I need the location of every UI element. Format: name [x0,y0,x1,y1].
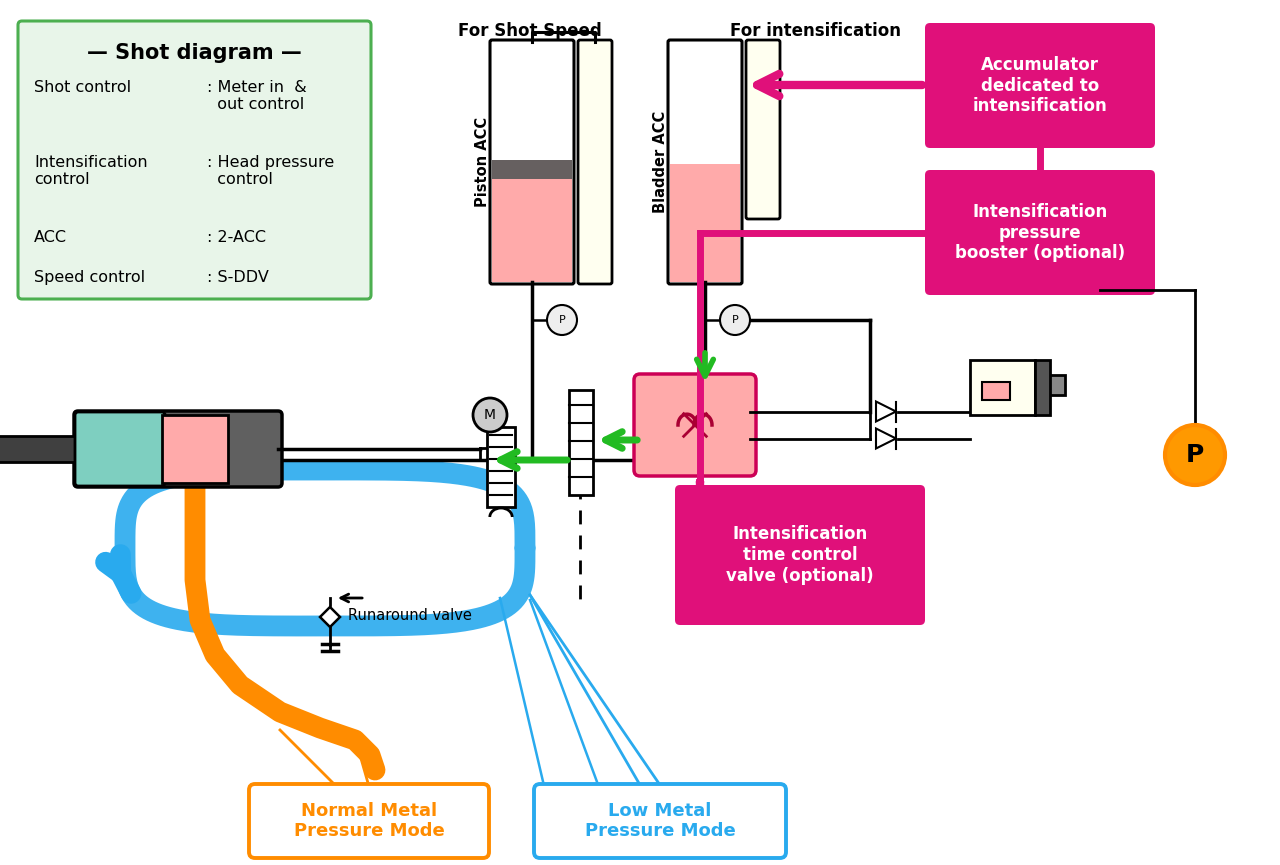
Bar [486,427,515,507]
Bar [970,360,1036,415]
FancyBboxPatch shape [675,485,925,625]
Text: M: M [484,408,497,422]
FancyBboxPatch shape [925,23,1155,148]
Bar [1036,375,1065,395]
Text: Intensification
control: Intensification control [35,155,147,188]
Bar [163,415,228,483]
Bar [1036,360,1050,415]
Circle shape [1165,425,1225,485]
Polygon shape [876,428,896,448]
Polygon shape [320,607,340,627]
Text: For intensification: For intensification [730,22,901,40]
Text: P: P [1185,443,1204,467]
Text: For Shot Speed: For Shot Speed [458,22,602,40]
Text: Intensification
pressure
booster (optional): Intensification pressure booster (option… [955,202,1125,262]
Text: Low Metal
Pressure Mode: Low Metal Pressure Mode [585,802,736,841]
Text: P: P [558,315,566,325]
Text: Piston ACC: Piston ACC [475,117,489,207]
Bar [492,164,572,282]
Circle shape [474,398,507,432]
FancyBboxPatch shape [634,374,756,476]
Text: Normal Metal
Pressure Mode: Normal Metal Pressure Mode [293,802,444,841]
FancyBboxPatch shape [74,411,282,487]
Bar [669,164,740,282]
Text: : S-DDV: : S-DDV [207,270,269,285]
FancyBboxPatch shape [18,21,371,299]
FancyBboxPatch shape [76,412,165,486]
Circle shape [547,305,577,335]
Polygon shape [876,401,896,421]
Text: P: P [732,315,739,325]
FancyBboxPatch shape [534,784,786,858]
FancyBboxPatch shape [579,40,612,284]
Text: ACC: ACC [35,230,67,245]
Text: Intensification
time control
valve (optional): Intensification time control valve (opti… [726,525,874,585]
Text: : Head pressure
  control: : Head pressure control [207,155,334,188]
Text: Shot control: Shot control [35,80,131,95]
Bar [0,436,78,462]
Text: — Shot diagram —: — Shot diagram — [87,43,302,63]
Bar [669,167,740,282]
Text: Runaround valve: Runaround valve [348,607,472,623]
Circle shape [721,305,750,335]
Text: Accumulator
dedicated to
intensification: Accumulator dedicated to intensification [973,55,1107,115]
FancyBboxPatch shape [925,170,1155,295]
Text: : Meter in  &
  out control: : Meter in & out control [207,80,307,112]
Bar [570,390,593,495]
FancyBboxPatch shape [746,40,780,219]
Text: Speed control: Speed control [35,270,145,285]
Bar [982,382,1010,400]
Text: : 2-ACC: : 2-ACC [207,230,266,245]
Bar [492,160,572,179]
FancyBboxPatch shape [250,784,489,858]
Bar [492,162,572,282]
Text: Bladder ACC: Bladder ACC [653,111,667,213]
